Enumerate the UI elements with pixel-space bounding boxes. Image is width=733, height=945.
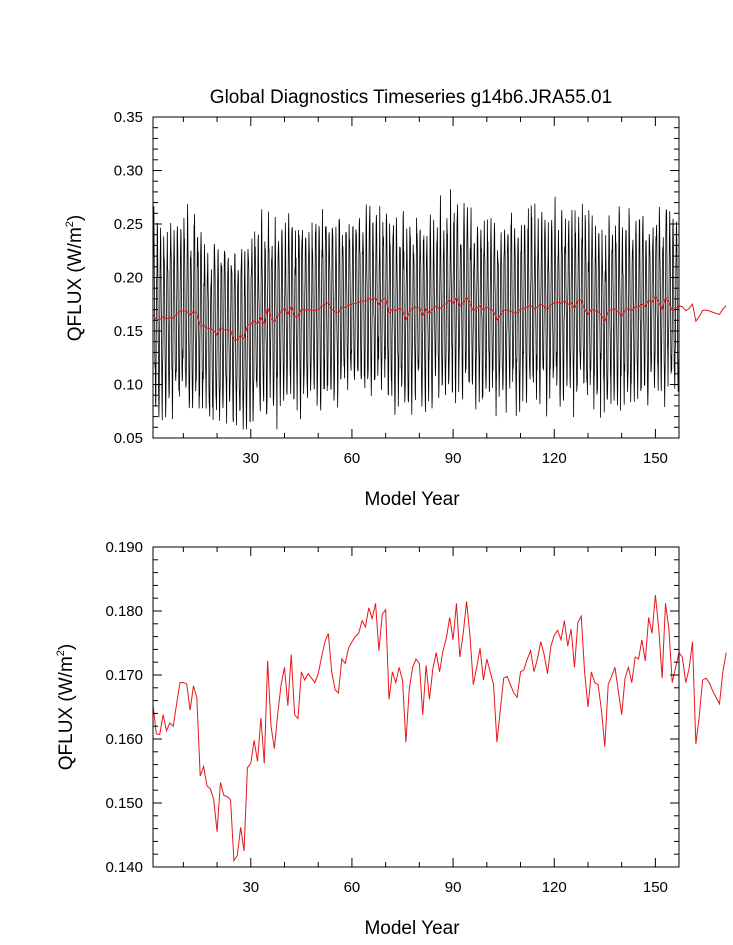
- panel-top: 0.05 0.10 0.15 0.20 0.25 0.30 0.35 30 60 90 120 150…: [64, 109, 727, 510]
- bottom-plot-frame: [152, 546, 680, 868]
- panel-bottom: 0.140 0.150 0.160 0.170 0.180 0.190 30 60 90 120 1…: [55, 539, 727, 939]
- bottom-x-axis-label: Model Year: [364, 918, 460, 939]
- top-ticks-group: 0.05 0.10 0.15 0.20 0.25 0.30 0.35 30 60 90 120 150: [114, 109, 679, 467]
- bottom-y-tick-label: 0.170: [105, 667, 143, 684]
- top-y-label-main: QFLUX (W/m: [65, 227, 86, 341]
- bottom-x-tick-label: 150: [643, 879, 668, 896]
- top-y-tick-label: 0.15: [114, 323, 143, 340]
- bottom-ticks-group: 0.140 0.150 0.160 0.170 0.180 0.190 30 60 90 120 1…: [105, 539, 679, 896]
- bottom-y-tick-label: 0.150: [105, 795, 143, 812]
- top-y-tick-label: 0.20: [114, 270, 143, 287]
- bottom-y-tick-label: 0.160: [105, 731, 143, 748]
- top-x-tick-label: 30: [242, 450, 259, 467]
- top-y-label-sup: 2: [64, 221, 76, 227]
- bottom-y-label-sup: 2: [55, 650, 67, 656]
- bottom-x-tick-label: 90: [445, 879, 462, 896]
- top-x-tick-label: 120: [542, 450, 567, 467]
- bottom-y-tick-label: 0.180: [105, 603, 143, 620]
- top-series-group: [152, 189, 727, 430]
- top-x-tick-label: 60: [344, 450, 361, 467]
- bottom-series-group: [152, 594, 727, 863]
- top-y-axis-label: QFLUX (W/m2): [64, 215, 86, 341]
- top-x-axis-label: Model Year: [364, 489, 460, 510]
- top-monthly-series-line: [152, 189, 680, 430]
- top-y-tick-label: 0.35: [114, 109, 143, 126]
- bottom-x-tick-label: 60: [344, 879, 361, 896]
- top-x-tick-label: 90: [445, 450, 462, 467]
- bottom-y-tick-label: 0.190: [105, 539, 143, 556]
- chart-title: Global Diagnostics Timeseries g14b6.JRA5…: [210, 87, 612, 108]
- bottom-y-label-close: ): [56, 644, 77, 650]
- bottom-y-tick-label: 0.140: [105, 859, 143, 876]
- top-y-tick-label: 0.25: [114, 216, 143, 233]
- top-annual-series-line: [152, 295, 727, 342]
- top-x-tick-label: 150: [643, 450, 668, 467]
- top-y-tick-label: 0.10: [114, 377, 143, 394]
- bottom-y-label-main: QFLUX (W/m: [56, 656, 77, 770]
- bottom-annual-series-line: [152, 594, 727, 863]
- bottom-x-tick-label: 30: [242, 879, 259, 896]
- top-y-tick-label: 0.30: [114, 163, 143, 180]
- top-y-tick-label: 0.05: [114, 430, 143, 447]
- top-y-label-close: ): [65, 215, 86, 221]
- bottom-y-axis-label: QFLUX (W/m2): [55, 644, 77, 770]
- bottom-x-tick-label: 120: [542, 879, 567, 896]
